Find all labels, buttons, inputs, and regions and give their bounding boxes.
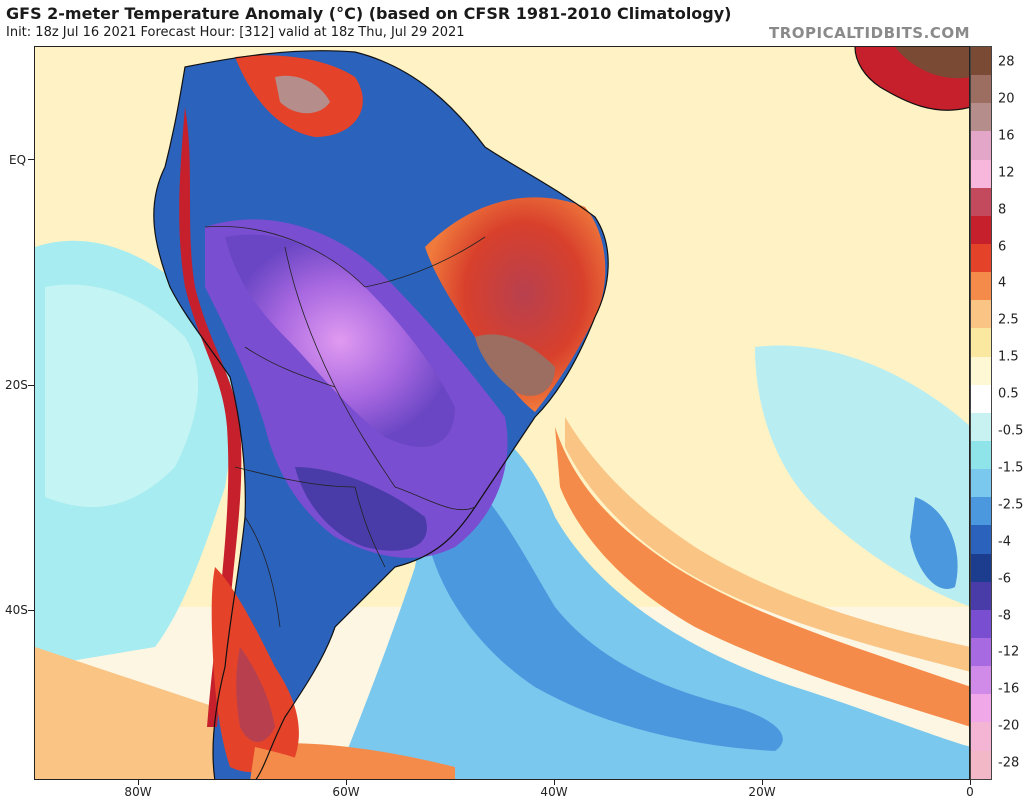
tierra-del-fuego	[250, 747, 315, 779]
lon-tick	[346, 780, 347, 785]
colorbar-segment	[971, 609, 991, 638]
lat-label-20s: 20S	[5, 378, 28, 392]
colorbar-segment	[971, 750, 991, 779]
colorbar-segment	[971, 469, 991, 498]
colorbar-label: 8	[998, 202, 1007, 218]
colorbar-label: 28	[998, 54, 1015, 70]
colorbar-segment	[971, 47, 991, 76]
map-panel[interactable]	[34, 46, 970, 780]
north-warm-core	[275, 75, 330, 114]
colorbar-segment	[971, 215, 991, 244]
colorbar-label: 4	[998, 275, 1007, 291]
colorbar-segment	[971, 75, 991, 104]
colorbar-label: -2.5	[998, 497, 1024, 513]
lon-label-0: 0	[966, 785, 974, 799]
colorbar-segment	[971, 103, 991, 132]
south-atlantic-warm-edge	[565, 417, 969, 672]
lon-label-80w: 80W	[124, 785, 152, 799]
colorbar-label: 12	[998, 165, 1015, 181]
lon-label-60w: 60W	[332, 785, 360, 799]
colorbar-segment	[971, 272, 991, 301]
chart-title: GFS 2-meter Temperature Anomaly (°C) (ba…	[6, 4, 732, 23]
colorbar-segment	[971, 497, 991, 526]
colorbar-segment	[971, 637, 991, 667]
andes-warm-strip	[179, 107, 242, 727]
patagonia-warm-anomaly	[211, 567, 299, 773]
colorbar-label: -20	[998, 718, 1020, 734]
brazil-warm-core	[475, 334, 555, 396]
lon-tick	[762, 780, 763, 785]
colorbar-label: -16	[998, 681, 1020, 697]
colorbar-segment	[971, 384, 991, 413]
colorbar-label: 0.5	[998, 386, 1019, 402]
colorbar-label: 6	[998, 239, 1007, 254]
lon-label-40w: 40W	[540, 785, 568, 799]
colorbar-segment	[971, 356, 991, 385]
africa-landmass-inner	[895, 47, 969, 79]
lat-tick	[28, 159, 34, 160]
forecast-info: Init: 18z Jul 16 2021 Forecast Hour: [31…	[6, 25, 465, 40]
country-borders	[204, 225, 486, 628]
colorbar-segment	[971, 187, 991, 216]
lon-label-20w: 20W	[748, 785, 776, 799]
brazil-warm-anomaly	[425, 197, 606, 412]
colorbar-label: 1.5	[998, 349, 1019, 365]
lon-tick	[970, 780, 971, 785]
continental-cold-core	[225, 234, 455, 447]
colorbar-segment	[971, 722, 991, 751]
lat-label-eq: EQ	[9, 153, 27, 167]
south-america-coastline	[153, 50, 609, 779]
east-atlantic-cold-spot	[910, 497, 958, 589]
colorbar-label: -28	[998, 755, 1020, 771]
africa-coastline	[854, 47, 969, 111]
colorbar-label: 20	[998, 91, 1015, 107]
south-atlantic-warm-band	[555, 427, 969, 727]
lon-tick	[554, 780, 555, 785]
lat-tick	[28, 610, 34, 611]
colorbar-segment	[971, 131, 991, 160]
colorbar-segment	[971, 412, 991, 441]
lat-tick	[28, 385, 34, 386]
pacific-cool-core	[45, 284, 199, 507]
lon-tick	[138, 780, 139, 785]
colorbar-segment	[971, 666, 991, 695]
colorbar-segment	[971, 525, 991, 554]
colorbar-segment	[971, 159, 991, 188]
colorbar-label: 16	[998, 128, 1015, 144]
colorbar-label: -0.5	[998, 423, 1024, 439]
colorbar-label: -4	[998, 534, 1011, 550]
colorbar-label: -8	[998, 608, 1011, 623]
lat-label-40s: 40S	[5, 603, 28, 617]
colorbar-segment	[971, 300, 991, 329]
colorbar-label: 2.5	[998, 312, 1019, 328]
colorbar-label: -12	[998, 644, 1020, 660]
colorbar-segment	[971, 328, 991, 357]
temperature-anomaly-map	[35, 47, 969, 779]
patagonia-warm-core	[236, 647, 275, 742]
colorbar-segment	[971, 440, 991, 470]
colorbar-segment	[971, 581, 991, 610]
source-watermark: TROPICALTIDBITS.COM	[769, 24, 970, 42]
colorbar	[970, 46, 992, 780]
colorbar-label: -6	[998, 571, 1011, 587]
colorbar-label: -1.5	[998, 460, 1024, 476]
colorbar-segment	[971, 694, 991, 723]
colorbar-segment	[971, 553, 991, 582]
colorbar-segment	[971, 243, 991, 273]
